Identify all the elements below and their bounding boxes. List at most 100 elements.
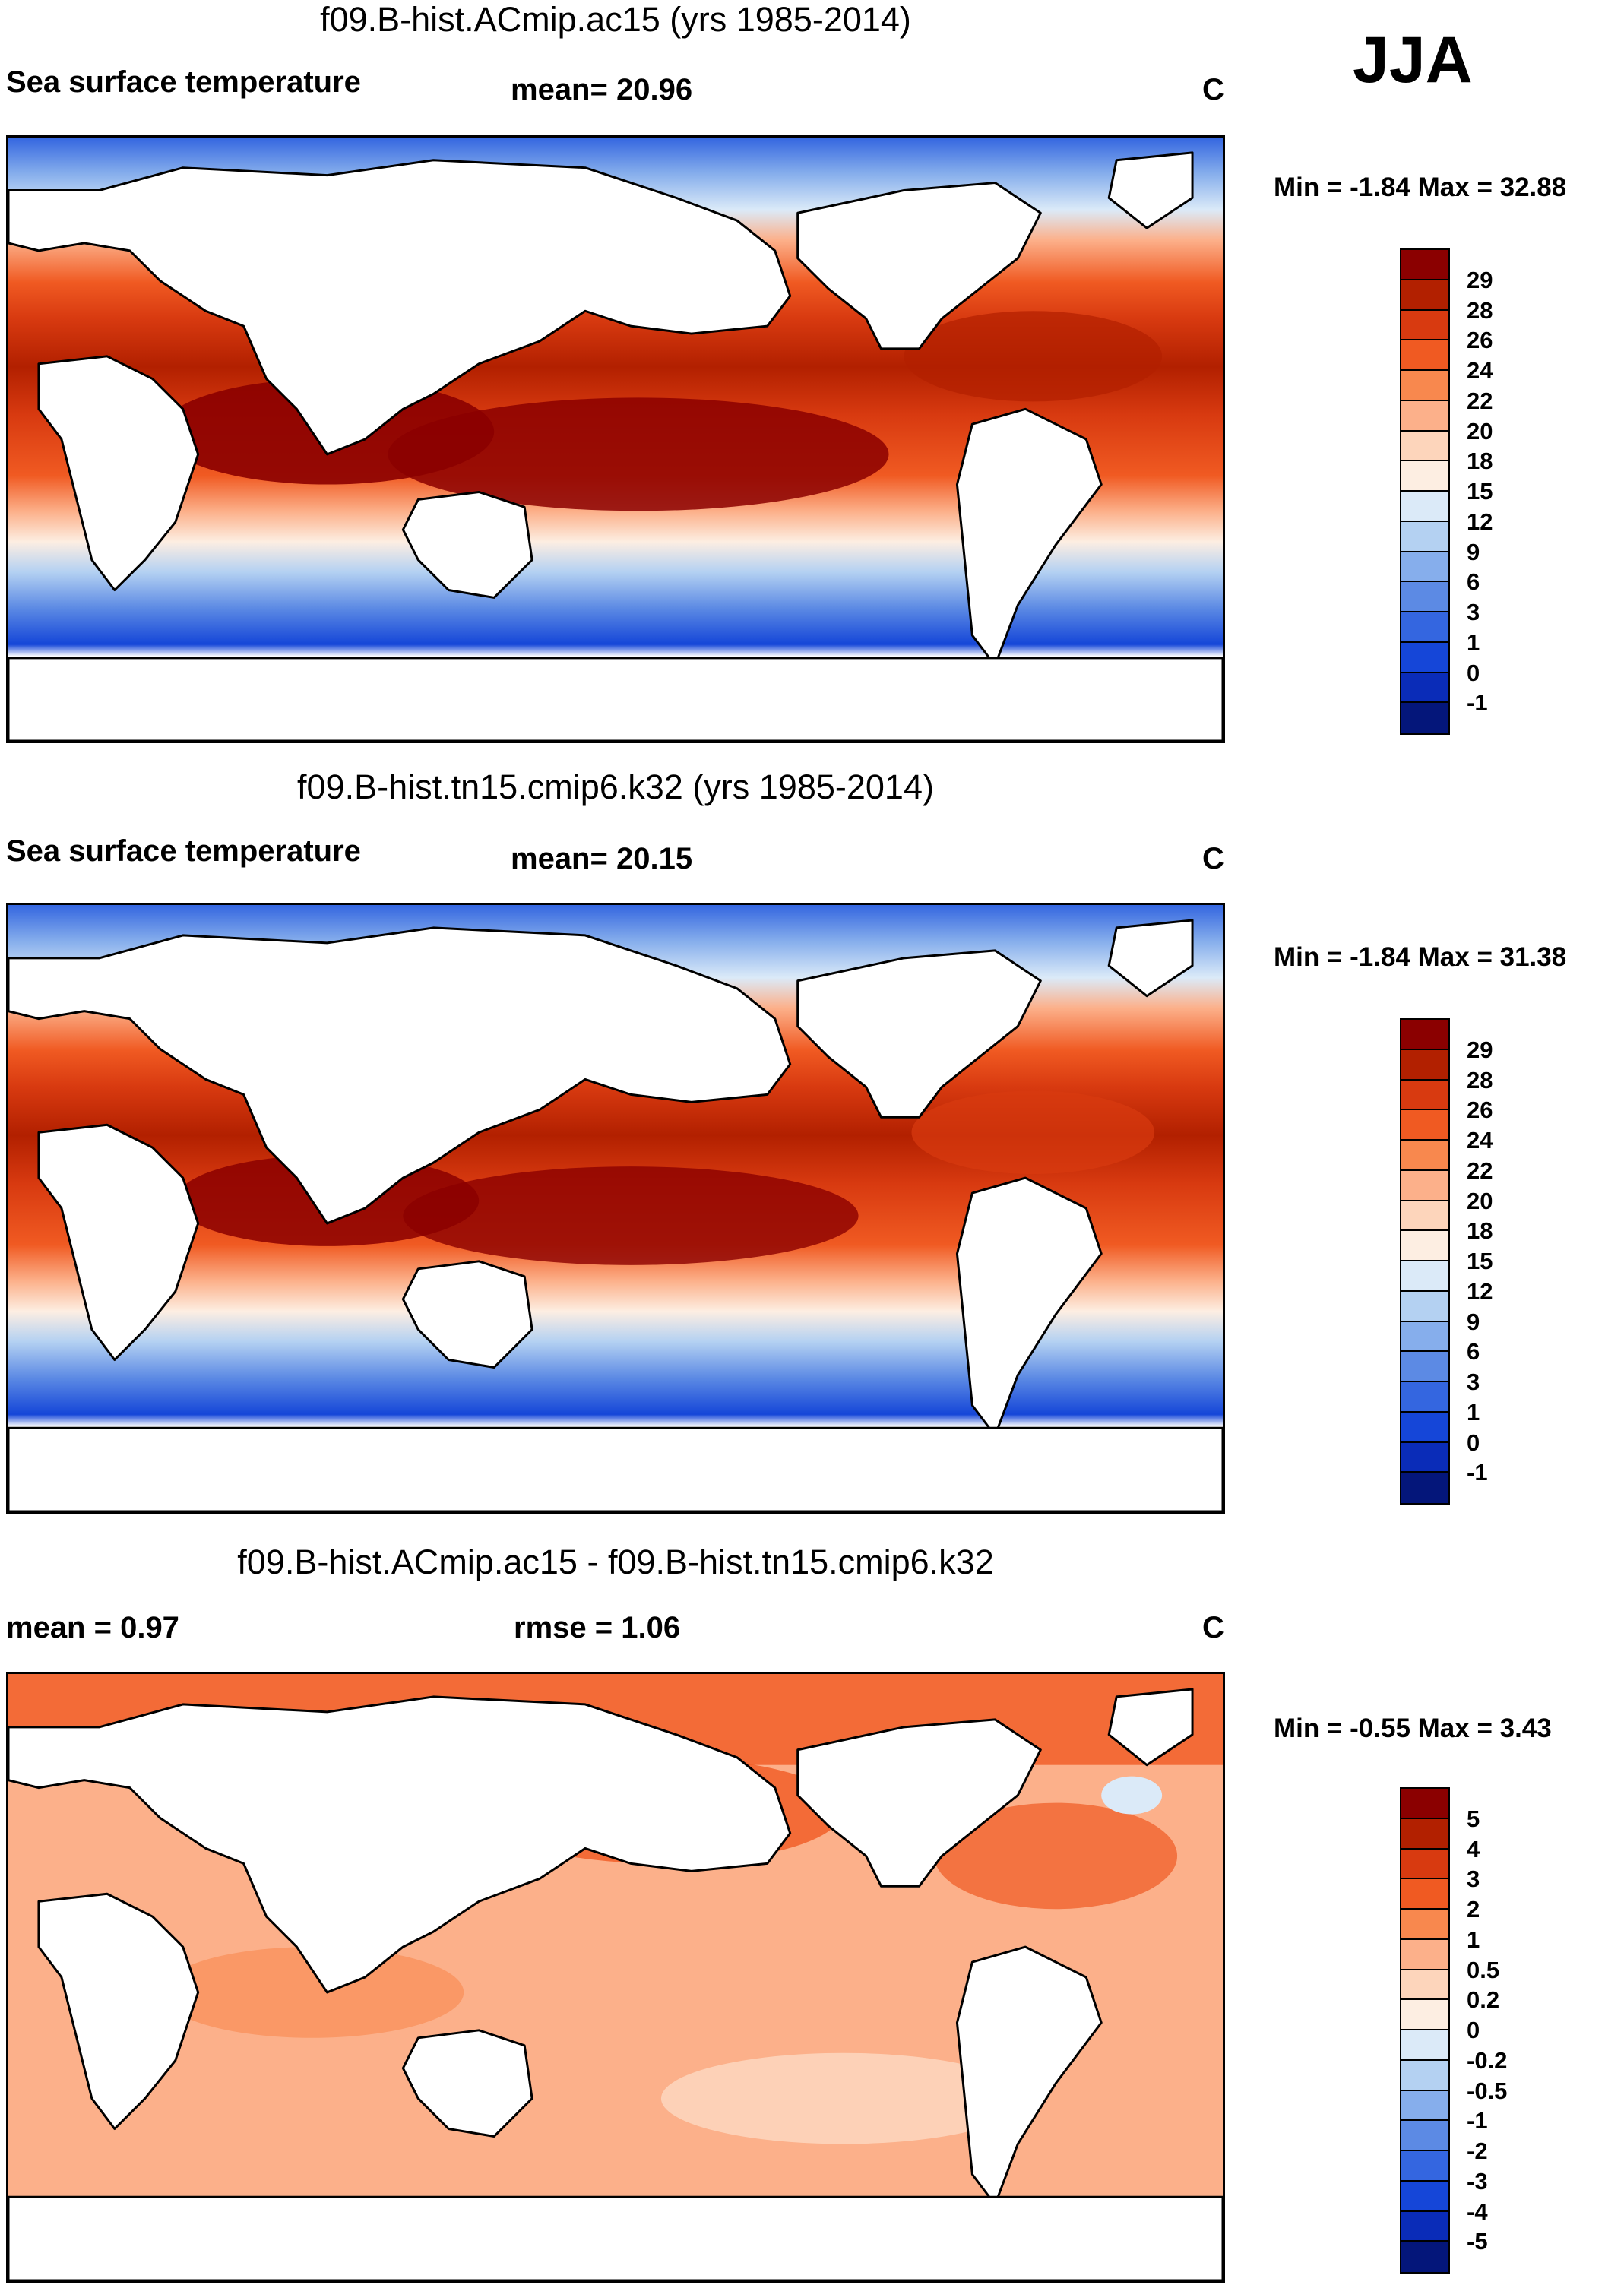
colorbar-swatch (1401, 1261, 1448, 1292)
panel-2-units-label: C (1202, 842, 1224, 875)
colorbar-swatch (1401, 1879, 1448, 1910)
colorbar-tick-label: -5 (1467, 2228, 1488, 2255)
colorbar-swatch (1401, 552, 1448, 583)
colorbar-swatch (1401, 2030, 1448, 2061)
colorbar-swatch (1401, 1910, 1448, 1940)
colorbar-tick-label: 9 (1467, 538, 1480, 565)
colorbar-swatch (1401, 1321, 1448, 1353)
panel-1-units-label: C (1202, 73, 1224, 106)
colorbar-tick-label: 4 (1467, 1835, 1480, 1862)
colorbar-swatch (1401, 461, 1448, 492)
colorbar-tick-label: 15 (1467, 1248, 1493, 1274)
panel-3-map-svg (8, 1674, 1223, 2280)
panel-3-colorbar (1400, 1787, 1450, 2274)
colorbar-swatch (1401, 400, 1448, 432)
colorbar-swatch (1401, 2151, 1448, 2182)
colorbar-tick-label: 3 (1467, 1866, 1480, 1893)
panel-2-mean-label: mean= 20.15 (511, 842, 693, 875)
panel-3-map (6, 1672, 1225, 2283)
panel-1-colorbar (1400, 248, 1450, 735)
colorbar-swatch (1401, 1382, 1448, 1413)
colorbar-tick-label: -1 (1467, 689, 1488, 717)
panel-3-units-label: C (1202, 1611, 1224, 1644)
panel-2-map (6, 903, 1225, 1514)
season-label: JJA (1353, 24, 1473, 97)
colorbar-tick-label: 18 (1467, 1217, 1493, 1245)
colorbar-swatch (1401, 582, 1448, 612)
colorbar-swatch (1401, 492, 1448, 522)
panel-1-minmax: Min = -1.84 Max = 32.88 (1274, 172, 1567, 202)
colorbar-tick-label: 18 (1467, 448, 1493, 475)
colorbar-tick-label: 0 (1467, 659, 1480, 686)
colorbar-tick-label: 12 (1467, 508, 1493, 535)
panel-3-mean-label: mean = 0.97 (6, 1611, 179, 1644)
panel-3-title: f09.B-hist.ACmip.ac15 - f09.B-hist.tn15.… (237, 1543, 994, 1581)
panel-3-rmse-label: rmse = 1.06 (514, 1611, 681, 1644)
colorbar-tick-label: -0.2 (1467, 2046, 1508, 2074)
panel-2-minmax: Min = -1.84 Max = 31.38 (1274, 942, 1567, 972)
colorbar-swatch (1401, 1049, 1448, 1081)
colorbar-swatch (1401, 1020, 1448, 1050)
colorbar-swatch (1401, 431, 1448, 462)
colorbar-swatch (1401, 2060, 1448, 2091)
colorbar-tick-label: 6 (1467, 568, 1480, 596)
panel-1-map-svg (8, 138, 1223, 741)
colorbar-swatch (1401, 1412, 1448, 1443)
colorbar-tick-label: 26 (1467, 1097, 1493, 1124)
colorbar-swatch (1401, 1201, 1448, 1232)
colorbar-swatch (1401, 2242, 1448, 2272)
colorbar-tick-label: 0 (1467, 1429, 1480, 1456)
colorbar-tick-label: 24 (1467, 1127, 1493, 1153)
colorbar-swatch (1401, 2000, 1448, 2030)
colorbar-swatch (1401, 642, 1448, 673)
colorbar-swatch (1401, 1291, 1448, 1322)
colorbar-tick-label: -4 (1467, 2198, 1488, 2225)
colorbar-tick-label: 28 (1467, 1066, 1493, 1093)
colorbar-swatch (1401, 1170, 1448, 1201)
colorbar-swatch (1401, 1970, 1448, 2001)
colorbar-swatch (1401, 1442, 1448, 1473)
panel-2-variable-label: Sea surface temperature (6, 834, 361, 868)
colorbar-tick-label: 22 (1467, 387, 1493, 414)
colorbar-tick-label: -3 (1467, 2167, 1488, 2195)
colorbar-tick-label: 1 (1467, 1926, 1480, 1953)
colorbar-tick-label: -2 (1467, 2138, 1488, 2164)
colorbar-swatch (1401, 672, 1448, 704)
colorbar-swatch (1401, 1849, 1448, 1880)
panel-2-map-svg (8, 905, 1223, 1511)
colorbar-tick-label: -1 (1467, 2107, 1488, 2135)
colorbar-tick-label: 0 (1467, 2017, 1480, 2043)
colorbar-tick-label: 28 (1467, 296, 1493, 324)
panel-1-title: f09.B-hist.ACmip.ac15 (yrs 1985-2014) (320, 0, 911, 39)
colorbar-swatch (1401, 2211, 1448, 2242)
colorbar-swatch (1401, 2121, 1448, 2151)
colorbar-swatch (1401, 1818, 1448, 1850)
colorbar-swatch (1401, 2090, 1448, 2122)
panel-3-minmax: Min = -0.55 Max = 3.43 (1274, 1714, 1552, 1743)
colorbar-swatch (1401, 703, 1448, 733)
colorbar-tick-label: 12 (1467, 1277, 1493, 1305)
colorbar-tick-label: 20 (1467, 1187, 1493, 1214)
colorbar-tick-label: 1 (1467, 1398, 1480, 1426)
panel-2-title: f09.B-hist.tn15.cmip6.k32 (yrs 1985-2014… (297, 767, 934, 806)
colorbar-swatch (1401, 250, 1448, 280)
colorbar-swatch (1401, 280, 1448, 311)
colorbar-tick-label: 0.5 (1467, 1956, 1500, 1983)
colorbar-tick-label: 29 (1467, 266, 1493, 293)
colorbar-swatch (1401, 2181, 1448, 2212)
panel-1-map (6, 135, 1225, 743)
colorbar-tick-label: 9 (1467, 1308, 1480, 1335)
colorbar-tick-label: 5 (1467, 1805, 1480, 1832)
colorbar-swatch (1401, 1080, 1448, 1111)
colorbar-tick-label: -1 (1467, 1459, 1488, 1486)
colorbar-tick-label: 3 (1467, 1369, 1480, 1395)
colorbar-swatch (1401, 1352, 1448, 1382)
colorbar-tick-label: 3 (1467, 599, 1480, 625)
colorbar-tick-label: 2 (1467, 1896, 1480, 1922)
colorbar-tick-label: -0.5 (1467, 2077, 1508, 2104)
colorbar-swatch (1401, 1789, 1448, 1819)
colorbar-tick-label: 6 (1467, 1338, 1480, 1366)
colorbar-swatch (1401, 310, 1448, 341)
colorbar-swatch (1401, 612, 1448, 643)
colorbar-swatch (1401, 1231, 1448, 1261)
